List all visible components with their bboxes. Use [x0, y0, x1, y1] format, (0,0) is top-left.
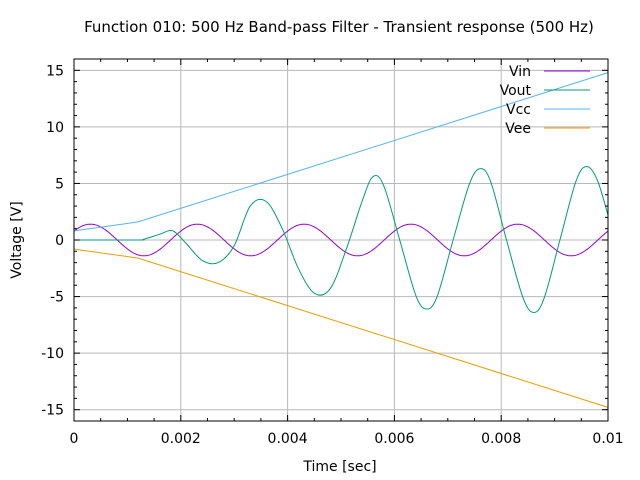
series-layer — [73, 72, 609, 408]
series-line-vout — [73, 166, 609, 313]
legend: Vin Vout Vcc Vee — [500, 64, 590, 137]
x-tick-label: 0.01 — [592, 431, 623, 447]
x-tick-label: 0.008 — [481, 431, 521, 447]
series-line-vin — [73, 223, 609, 257]
x-tick-label: 0.004 — [268, 431, 308, 447]
y-tick-label: -10 — [41, 346, 64, 362]
y-tick-label: -5 — [50, 290, 64, 306]
y-axis-label: Voltage [V] — [9, 201, 25, 278]
y-tick-label: 10 — [46, 120, 64, 136]
x-tick-label: 0.002 — [161, 431, 201, 447]
y-tick-label: 5 — [55, 176, 64, 192]
y-tick-label: 15 — [46, 63, 64, 79]
tick-layer: 0 0.002 0.004 0.006 0.008 0.01 15 10 5 0 -5 -10 -15 — [41, 58, 624, 447]
x-tick-label: 0.006 — [374, 431, 414, 447]
chart-title: Function 010: 500 Hz Band-pass Filter - … — [84, 18, 594, 36]
legend-label-vout: Vout — [500, 83, 532, 99]
x-axis-label: Time [sec] — [302, 459, 376, 475]
legend-label-vin: Vin — [509, 64, 531, 80]
grid-layer — [74, 59, 608, 421]
legend-label-vcc: Vcc — [506, 102, 531, 118]
x-tick-label: 0 — [70, 431, 79, 447]
legend-label-vee: Vee — [505, 121, 531, 137]
y-tick-label: 0 — [55, 233, 64, 249]
y-tick-label: -15 — [41, 403, 64, 419]
series-line-vee — [73, 248, 609, 408]
series-line-vcc — [73, 72, 609, 232]
